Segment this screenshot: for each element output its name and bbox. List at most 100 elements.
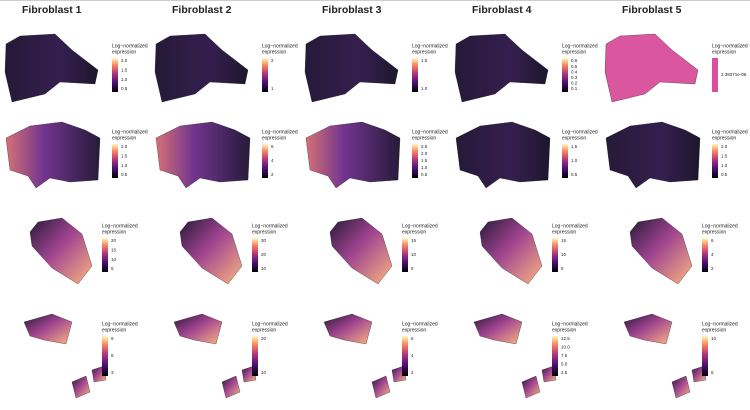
- tissue-spots: [71, 375, 91, 399]
- tissue-spots: [4, 33, 99, 103]
- legend-title: expression: [252, 327, 276, 333]
- colorbar-tick-label: 1.0: [721, 163, 728, 168]
- colorbar-tick-label: 10: [411, 252, 417, 257]
- legend-title: expression: [552, 229, 576, 235]
- legend-title: Log−normalized: [102, 321, 138, 327]
- colorbar-tick-label: 2: [411, 370, 414, 375]
- tissue-spots: [671, 375, 691, 399]
- colorbar-tick-label: 1.5: [421, 158, 428, 163]
- colorbar-tick-label: 1.0: [421, 86, 428, 91]
- colorbar-tick-label: 10: [261, 266, 267, 271]
- legend-title: expression: [562, 135, 586, 141]
- column-title: Fibroblast 4: [472, 4, 532, 16]
- legend-title: expression: [102, 229, 126, 235]
- colorbar-tick-label: 2.5: [561, 370, 568, 375]
- legend-title: Log−normalized: [712, 129, 748, 135]
- colorbar-tick-label: 0.5: [571, 172, 578, 177]
- colorbar: [412, 144, 418, 178]
- colorbar: [402, 336, 408, 376]
- colorbar-tick-label: 15: [411, 238, 417, 243]
- colorbar-tick-label: 1.5: [421, 58, 428, 63]
- colorbar-tick-label: 0.5: [571, 64, 578, 69]
- tissue-spots: [179, 217, 243, 285]
- colorbar-tick-label: 1.5: [121, 68, 128, 73]
- tissue-spots: [454, 33, 549, 103]
- colorbar-tick-label: 5: [711, 370, 714, 375]
- colorbar-tick-label: 15: [111, 248, 117, 253]
- colorbar-tick-label: 0.4: [571, 69, 578, 74]
- tissue-spots: [479, 217, 543, 285]
- colorbar-tick-label: 4: [271, 158, 274, 163]
- tissue-spots: [154, 33, 249, 103]
- colorbar-tick-label: 9: [111, 336, 114, 341]
- legend-title: Log−normalized: [102, 223, 138, 229]
- legend-title: Log−normalized: [252, 223, 288, 229]
- legend-title: Log−normalized: [552, 223, 588, 229]
- colorbar-tick-label: 10.0: [561, 345, 570, 350]
- legend-title: Log−normalized: [702, 223, 738, 229]
- legend-title: Log−normalized: [702, 321, 738, 327]
- colorbar: [112, 144, 118, 178]
- colorbar-tick-label: 0.5: [121, 86, 128, 91]
- tissue-spots: [623, 313, 673, 345]
- colorbar-tick-label: 0.5: [121, 172, 128, 177]
- colorbar: [252, 336, 258, 376]
- legend-title: expression: [262, 49, 286, 55]
- tissue-spots: [155, 121, 251, 189]
- tissue-spots: [23, 313, 73, 345]
- colorbar-tick-label: 10: [261, 370, 267, 375]
- colorbar-tick-label: 2: [711, 266, 714, 271]
- colorbar-tick-label: 6: [271, 144, 274, 149]
- colorbar-tick-label: 0.2: [571, 81, 578, 86]
- legend-title: expression: [112, 135, 136, 141]
- tissue-spots: [329, 217, 393, 285]
- tissue-spots: [29, 217, 93, 285]
- colorbar-tick-label: 1: [271, 86, 274, 91]
- colorbar-tick-label: 4: [711, 252, 714, 257]
- legend-title: expression: [112, 49, 136, 55]
- colorbar: [112, 58, 118, 92]
- colorbar-tick-label: 7.5: [561, 353, 568, 358]
- colorbar: [702, 336, 708, 376]
- colorbar-tick-label: 0.5: [421, 172, 428, 177]
- colorbar-tick-label: 3: [111, 370, 114, 375]
- legend-title: Log−normalized: [402, 321, 438, 327]
- legend-title: expression: [402, 327, 426, 333]
- legend-title: Log−normalized: [112, 129, 148, 135]
- tissue-spots: [605, 121, 701, 189]
- colorbar: [702, 238, 708, 272]
- tissue-spots: [304, 33, 399, 103]
- colorbar: [402, 238, 408, 272]
- colorbar-tick-label: 6: [111, 353, 114, 358]
- legend-title: Log−normalized: [112, 43, 148, 49]
- legend-title: Log−normalized: [552, 321, 588, 327]
- colorbar-tick-label: 1.5: [721, 154, 728, 159]
- colorbar-tick-label: 2.39371e-06: [721, 72, 747, 77]
- colorbar-tick-label: 2.0: [721, 144, 728, 149]
- tissue-spots: [604, 33, 699, 103]
- tissue-spots: [473, 313, 523, 345]
- legend-title: expression: [252, 229, 276, 235]
- tissue-spots: [371, 375, 391, 399]
- colorbar-tick-label: 5: [111, 266, 114, 271]
- colorbar: [712, 144, 718, 178]
- colorbar-tick-label: 2.0: [121, 144, 128, 149]
- colorbar-tick-label: 10: [711, 336, 717, 341]
- tissue-spots: [173, 313, 223, 345]
- colorbar-tick-label: 2.0: [121, 58, 128, 63]
- colorbar-tick-label: 20: [261, 252, 267, 257]
- colorbar-tick-label: 2: [271, 172, 274, 177]
- colorbar-tick-label: 0.5: [721, 172, 728, 177]
